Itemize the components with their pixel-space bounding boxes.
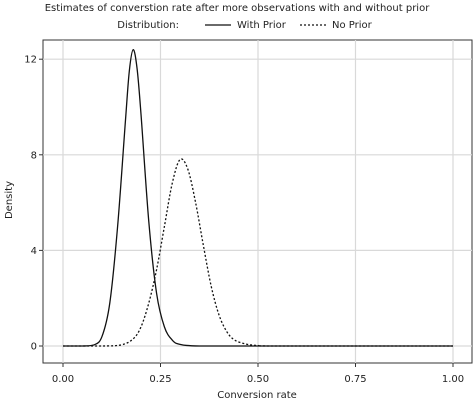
x-tick-label: 0.75 bbox=[344, 374, 366, 385]
x-tick-label: 0.25 bbox=[149, 374, 171, 385]
y-tick-label: 4 bbox=[31, 246, 37, 257]
y-tick-label: 0 bbox=[31, 342, 37, 353]
legend: Distribution: With Prior No Prior bbox=[117, 20, 372, 31]
series-line-with-prior bbox=[63, 48, 453, 347]
x-axis-label: Conversion rate bbox=[217, 390, 297, 401]
x-tick-label: 0.50 bbox=[247, 374, 269, 385]
x-tick-label: 0.00 bbox=[52, 374, 74, 385]
y-tick-label: 8 bbox=[31, 150, 37, 161]
chart-title: Estimates of converstion rate after more… bbox=[45, 3, 431, 14]
y-axis-label: Density bbox=[4, 181, 15, 219]
x-tick-label: 1.00 bbox=[442, 374, 464, 385]
series-line-no-prior bbox=[63, 158, 453, 347]
legend-title: Distribution: bbox=[117, 20, 179, 31]
legend-label-with-prior: With Prior bbox=[237, 20, 287, 31]
legend-label-no-prior: No Prior bbox=[332, 20, 373, 31]
grid bbox=[43, 40, 472, 363]
axes-layer: 0.00 0.25 0.50 0.75 1.00 0 4 8 12 bbox=[24, 55, 464, 385]
series-layer bbox=[63, 48, 453, 347]
y-tick-label: 12 bbox=[24, 55, 37, 66]
